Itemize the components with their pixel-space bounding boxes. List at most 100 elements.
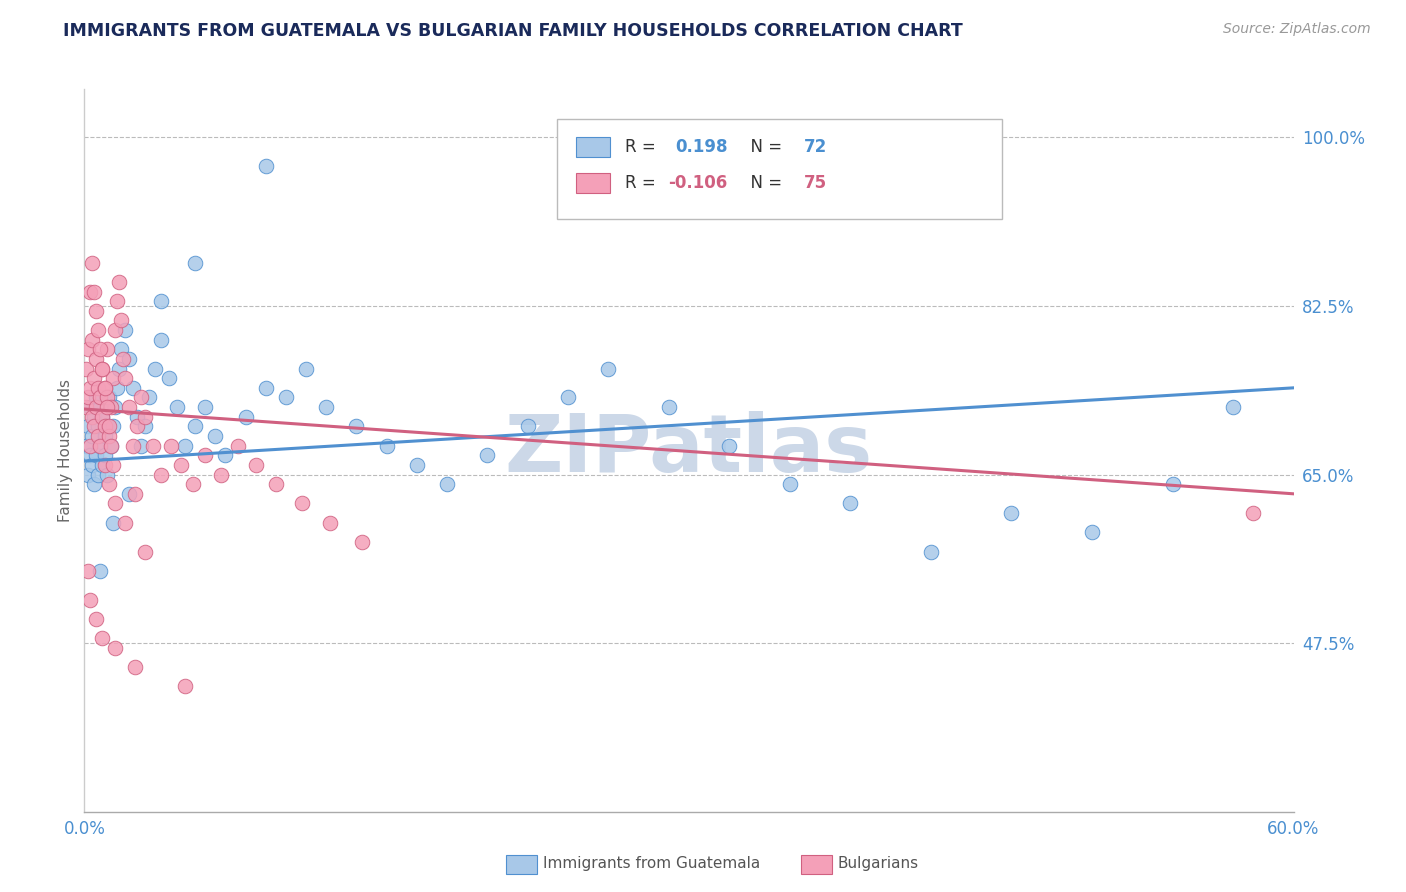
Point xyxy=(170,458,193,472)
Point xyxy=(406,458,429,472)
Point xyxy=(101,419,124,434)
Point xyxy=(291,496,314,510)
Text: -0.106: -0.106 xyxy=(668,174,728,192)
Point xyxy=(129,439,152,453)
Point xyxy=(254,159,277,173)
Point xyxy=(319,516,342,530)
Point xyxy=(125,409,148,424)
Point xyxy=(75,361,97,376)
Point xyxy=(83,477,105,491)
Point xyxy=(87,323,110,337)
Text: N =: N = xyxy=(740,138,787,156)
Point xyxy=(93,429,115,443)
Point xyxy=(658,400,681,414)
Point xyxy=(114,516,136,530)
Point xyxy=(93,448,115,462)
Text: Source: ZipAtlas.com: Source: ZipAtlas.com xyxy=(1223,22,1371,37)
Point xyxy=(557,391,579,405)
Point xyxy=(194,400,217,414)
Point xyxy=(83,409,105,424)
Point xyxy=(142,439,165,453)
Point xyxy=(97,419,120,434)
Point xyxy=(86,612,108,626)
Point xyxy=(91,458,114,472)
Point xyxy=(105,381,128,395)
Bar xyxy=(576,173,610,194)
Point xyxy=(79,400,101,414)
Point xyxy=(75,400,97,414)
Point xyxy=(86,400,108,414)
Point xyxy=(79,448,101,462)
Point xyxy=(110,313,132,327)
Point xyxy=(184,419,207,434)
Point xyxy=(214,448,236,462)
Point xyxy=(82,409,104,424)
Point xyxy=(254,381,277,395)
Point xyxy=(204,429,226,443)
Point xyxy=(91,361,114,376)
Point xyxy=(226,439,249,453)
Point xyxy=(87,467,110,482)
FancyBboxPatch shape xyxy=(557,119,1002,219)
Point xyxy=(87,419,110,434)
Text: Immigrants from Guatemala: Immigrants from Guatemala xyxy=(543,856,761,871)
Point xyxy=(160,439,183,453)
Point xyxy=(209,467,232,482)
Point xyxy=(83,419,105,434)
Point xyxy=(138,391,160,405)
Y-axis label: Family Households: Family Households xyxy=(58,379,73,522)
Point xyxy=(89,400,111,414)
Point xyxy=(111,351,134,366)
Point xyxy=(264,477,287,491)
Point xyxy=(91,409,114,424)
Point xyxy=(114,371,136,385)
Point xyxy=(129,391,152,405)
Point xyxy=(181,477,204,491)
Point xyxy=(82,255,104,269)
Point xyxy=(174,439,197,453)
Point xyxy=(174,680,197,694)
Point xyxy=(82,429,104,443)
Point xyxy=(89,439,111,453)
Point xyxy=(100,439,122,453)
Point xyxy=(91,361,114,376)
Point xyxy=(114,323,136,337)
Text: IMMIGRANTS FROM GUATEMALA VS BULGARIAN FAMILY HOUSEHOLDS CORRELATION CHART: IMMIGRANTS FROM GUATEMALA VS BULGARIAN F… xyxy=(63,22,963,40)
Text: R =: R = xyxy=(624,138,666,156)
Point xyxy=(83,285,105,299)
Point xyxy=(194,448,217,462)
Point xyxy=(107,275,129,289)
Text: N =: N = xyxy=(740,174,787,192)
Point xyxy=(86,303,108,318)
Point xyxy=(184,255,207,269)
Point xyxy=(516,419,538,434)
Point xyxy=(97,429,120,443)
Point xyxy=(77,343,100,357)
Point xyxy=(104,640,127,655)
Point xyxy=(89,439,111,453)
Point xyxy=(118,487,141,501)
Point xyxy=(87,429,110,443)
Point xyxy=(125,419,148,434)
Point xyxy=(96,419,118,434)
Point xyxy=(166,400,188,414)
Point xyxy=(86,448,108,462)
Point xyxy=(295,361,318,376)
Point xyxy=(101,371,124,385)
Text: Bulgarians: Bulgarians xyxy=(838,856,920,871)
Point xyxy=(375,439,398,453)
Point xyxy=(75,439,97,453)
Point xyxy=(779,477,801,491)
Point xyxy=(157,371,180,385)
Point xyxy=(100,400,122,414)
Point xyxy=(245,458,267,472)
Point xyxy=(436,477,458,491)
Point xyxy=(97,477,120,491)
Point xyxy=(100,439,122,453)
Point xyxy=(1222,400,1244,414)
Point xyxy=(718,439,741,453)
Point xyxy=(96,400,118,414)
Point xyxy=(920,544,942,558)
Point xyxy=(149,467,172,482)
Point xyxy=(87,381,110,395)
